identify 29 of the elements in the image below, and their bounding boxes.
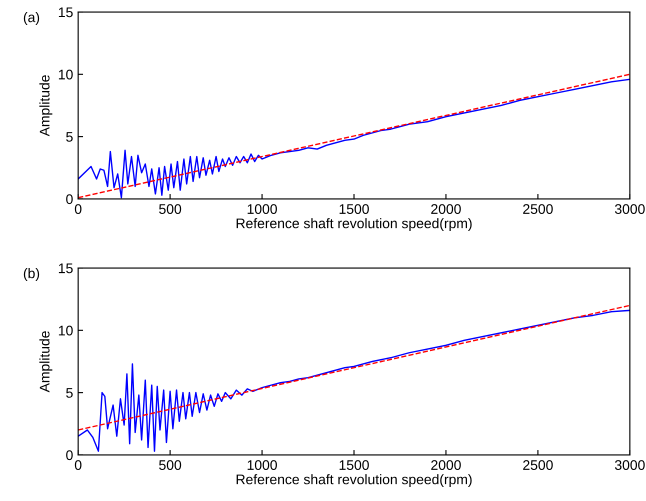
y-tick-label: 15 bbox=[58, 264, 73, 274]
y-tick-label: 15 bbox=[58, 8, 73, 18]
x-tick-label: 1500 bbox=[340, 460, 369, 470]
y-tick-label: 10 bbox=[58, 70, 73, 80]
line-series bbox=[78, 310, 630, 452]
x-tick-label: 500 bbox=[159, 460, 182, 470]
y-axis-title: Amplitude bbox=[39, 331, 52, 392]
x-tick-label: 2500 bbox=[523, 460, 553, 470]
y-tick-label: 0 bbox=[66, 450, 73, 460]
x-tick-label: 3000 bbox=[614, 460, 645, 470]
x-tick-label: 0 bbox=[74, 204, 82, 214]
y-axis-title: Amplitude bbox=[39, 75, 52, 136]
x-tick-label: 1000 bbox=[248, 460, 277, 470]
y-tick-label: 5 bbox=[66, 388, 73, 398]
x-tick-label: 2500 bbox=[523, 204, 553, 214]
x-tick-label: 1000 bbox=[248, 204, 277, 214]
x-tick-label: 0 bbox=[74, 460, 82, 470]
x-tick-label: 3000 bbox=[614, 204, 645, 214]
x-axis-title: Reference shaft revolution speed(rpm) bbox=[236, 474, 472, 488]
text: (b) bbox=[24, 268, 40, 281]
x-tick-label: 2000 bbox=[431, 460, 461, 470]
y-tick-label: 10 bbox=[58, 326, 73, 336]
y-tick-label: 0 bbox=[66, 194, 73, 204]
x-tick-label: 500 bbox=[159, 204, 182, 214]
y-tick-label: 5 bbox=[66, 132, 73, 142]
text: (a) bbox=[24, 12, 40, 25]
x-tick-label: 2000 bbox=[431, 204, 461, 214]
x-tick-label: 1500 bbox=[340, 204, 369, 214]
x-axis-title: Reference shaft revolution speed(rpm) bbox=[236, 218, 472, 232]
